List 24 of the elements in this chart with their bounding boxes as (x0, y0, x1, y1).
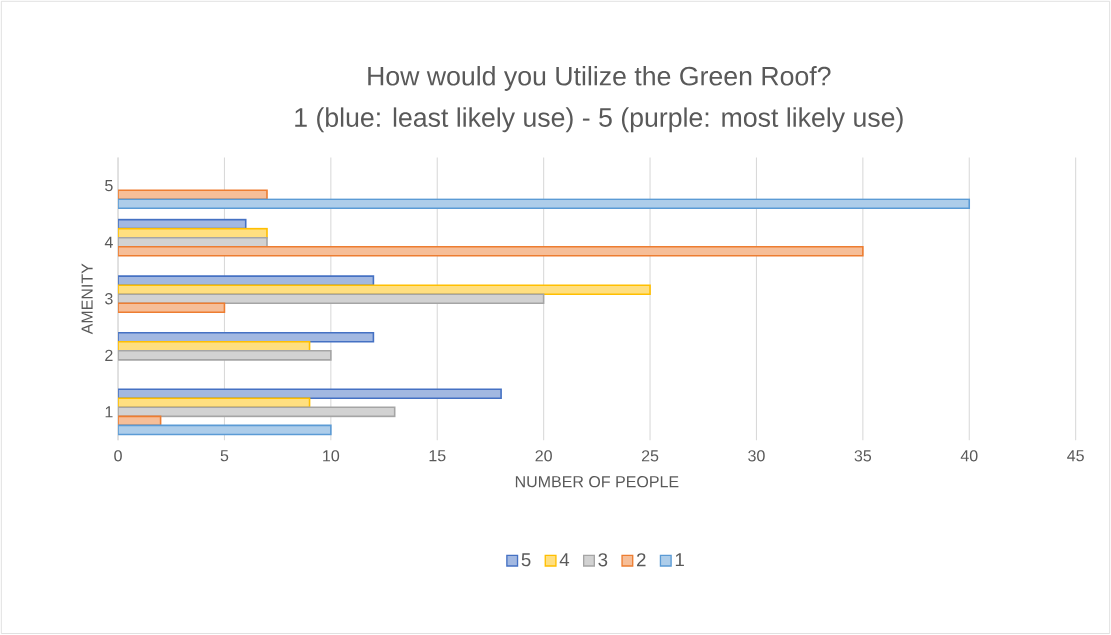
legend-label: 3 (598, 553, 608, 567)
x-tick-label: 40 (960, 450, 978, 462)
legend-label: 5 (521, 553, 531, 567)
chart-title: How would you Utilize the Green Roof? (368, 66, 831, 91)
y-tick-label: 1 (105, 406, 113, 418)
y-tick-label: 4 (104, 236, 113, 248)
legend-label: 2 (636, 553, 646, 567)
x-tick-label: 25 (641, 450, 659, 462)
y-tick-label: 2 (105, 349, 113, 361)
x-tick-label: 35 (854, 450, 872, 462)
x-axis-title: NUMBER OF PEOPLE (515, 476, 679, 488)
y-tick-label: 3 (105, 293, 113, 305)
y-tick-label: 5 (105, 180, 113, 192)
chart-subtitle: 1 (blue: least likely use) - 5 (purple: most likely use) (295, 107, 903, 133)
x-tick-label: 30 (748, 450, 765, 462)
x-tick-label: 0 (114, 450, 122, 462)
legend-label: 4 (559, 553, 570, 567)
legend-label: 1 (675, 553, 684, 567)
x-tick-label: 20 (535, 450, 552, 462)
x-tick-label: 5 (220, 450, 229, 462)
y-axis-title: AMENITY (81, 263, 93, 335)
x-tick-label: 15 (429, 450, 446, 462)
x-tick-label: 45 (1067, 450, 1084, 462)
x-tick-label: 10 (323, 450, 340, 462)
